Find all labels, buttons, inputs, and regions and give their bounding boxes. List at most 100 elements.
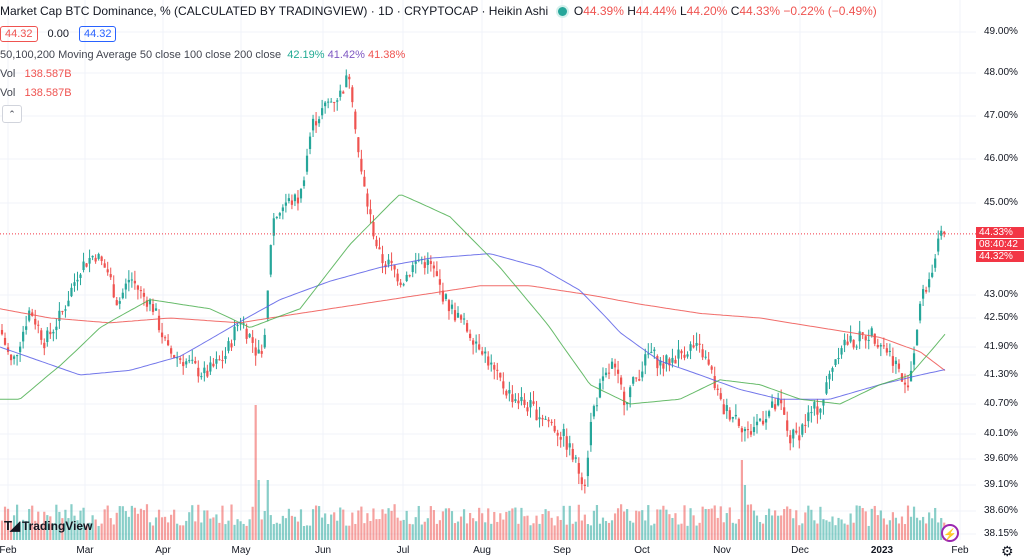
volume-bar — [360, 506, 363, 540]
tradingview-logo[interactable]: T◢ TradingView — [4, 518, 92, 534]
vol-value-2: 138.587B — [24, 87, 72, 99]
candle-body — [387, 259, 390, 265]
candle-body — [616, 369, 620, 374]
chevron-up-icon[interactable]: ⌃ — [2, 105, 22, 123]
volume-bar — [215, 514, 218, 540]
volume-bar — [435, 523, 438, 540]
candle-body — [378, 247, 381, 250]
volume-bar — [191, 505, 194, 540]
vol-label-2: Vol — [0, 87, 16, 99]
volume-bar — [49, 516, 52, 540]
volume-bar — [674, 513, 677, 540]
volume-bar — [526, 515, 529, 540]
candle-body — [278, 213, 281, 216]
ma-legend[interactable]: 50,100,200 Moving Average 50 close 100 c… — [0, 49, 405, 61]
candle-body — [34, 318, 37, 325]
candle-body — [529, 400, 532, 408]
tv-logo-icon: T◢ — [4, 518, 20, 533]
candle-body — [565, 436, 568, 450]
candle-body — [414, 261, 417, 264]
symbol-title[interactable]: Market Cap BTC Dominance, % (CALCULATED … — [0, 4, 549, 18]
candle-body — [40, 330, 43, 340]
lightning-icon[interactable]: ⚡ — [941, 524, 959, 542]
volume-bar — [293, 516, 297, 540]
time-tick-label: Aug — [473, 545, 491, 556]
candle-body — [743, 429, 747, 432]
volume-bar — [269, 515, 272, 540]
candle-body — [423, 262, 426, 268]
volume-bar — [236, 519, 239, 540]
volume-bar — [656, 509, 659, 540]
candle-body — [9, 354, 13, 361]
candle-body — [903, 382, 907, 385]
volume-bar — [532, 523, 535, 540]
volume-bar — [873, 505, 876, 540]
volume-bar — [444, 508, 448, 540]
volume-bar — [538, 523, 541, 540]
candle-body — [94, 257, 97, 262]
candle-body — [287, 198, 290, 201]
candle-body — [487, 356, 490, 366]
volume-bar — [417, 505, 420, 540]
candle-body — [76, 279, 79, 282]
volume-bar — [749, 504, 753, 540]
ma50-line — [0, 194, 946, 405]
open-value: 44.39% — [583, 4, 624, 18]
candle-body — [360, 158, 363, 172]
volume-bar — [52, 523, 55, 540]
candle-body — [922, 289, 925, 299]
volume-bars — [0, 405, 946, 540]
volume-bar — [441, 511, 445, 540]
candle-body — [514, 399, 517, 402]
volume-bar — [465, 523, 469, 540]
candle-body — [677, 349, 680, 359]
candle-body — [200, 376, 203, 378]
time-tick-label: Sep — [553, 545, 571, 556]
candle-body — [100, 256, 103, 262]
candle-body — [194, 360, 197, 364]
volume-bar — [843, 523, 846, 540]
candle-body — [218, 359, 221, 361]
chart-legend-header: Market Cap BTC Dominance, % (CALCULATED … — [0, 4, 877, 18]
volume-bar — [698, 522, 701, 540]
volume-bar — [414, 517, 417, 540]
vol-legend-1[interactable]: Vol 138.587B — [0, 68, 72, 80]
candle-body — [792, 429, 795, 439]
candle-body — [698, 343, 701, 345]
candle-body — [22, 331, 25, 342]
candle-body — [275, 216, 278, 218]
price-tick-label: 38.60% — [984, 505, 1018, 516]
candle-body — [728, 410, 731, 420]
time-tick-label: 2023 — [870, 545, 894, 556]
volume-bar — [867, 525, 870, 540]
candle-body — [151, 304, 155, 312]
candle-body — [242, 323, 245, 325]
volume-bar — [831, 516, 834, 540]
volume-bar — [650, 525, 653, 540]
volume-bar — [405, 510, 408, 540]
sell-button[interactable]: 44.32 — [0, 26, 38, 42]
vol-legend-2[interactable]: Vol 138.587B — [0, 87, 72, 99]
candle-body — [375, 239, 378, 247]
price-tick-label: 48.00% — [984, 67, 1018, 78]
candle-body — [345, 75, 348, 88]
buy-button[interactable]: 44.32 — [78, 26, 117, 42]
candle-body — [749, 431, 753, 435]
time-tick-label: Feb — [0, 545, 17, 556]
candle-body — [897, 363, 901, 369]
volume-bar — [502, 519, 505, 540]
gear-icon[interactable]: ⚙ — [1001, 543, 1014, 559]
volume-bar — [523, 516, 526, 540]
volume-bar — [897, 523, 901, 540]
volume-bar — [115, 512, 118, 540]
candle-body — [127, 279, 130, 283]
volume-bar — [653, 523, 656, 540]
candle-body — [459, 315, 463, 320]
candle-body — [915, 329, 919, 346]
volume-bar — [858, 505, 861, 540]
volume-bar — [290, 515, 294, 540]
volume-bar — [728, 507, 731, 540]
volume-bar — [308, 525, 312, 540]
volume-bar — [671, 517, 674, 540]
